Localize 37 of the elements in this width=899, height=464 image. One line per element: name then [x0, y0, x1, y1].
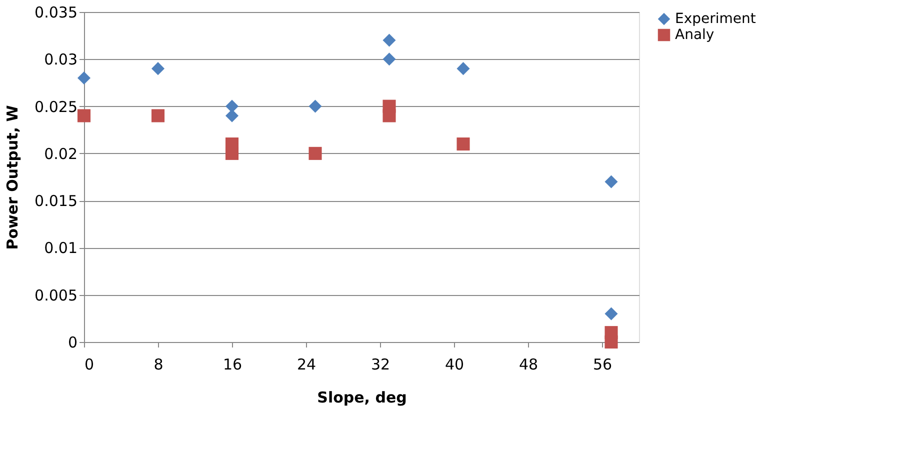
point: [382, 34, 396, 47]
point: [225, 109, 239, 122]
x-tick-label: 8: [154, 356, 164, 374]
x-tick-label: 0: [84, 356, 94, 374]
legend-label: Analy: [675, 27, 714, 43]
y-tick-label: 0.01: [44, 239, 78, 258]
point: [308, 146, 322, 160]
point: [456, 137, 470, 151]
point: [308, 100, 322, 113]
point: [382, 52, 396, 66]
y-tick-label: 0: [68, 334, 78, 352]
point: [225, 146, 239, 160]
point: [604, 175, 618, 188]
point: [151, 62, 165, 76]
x-tick-label: 24: [296, 356, 316, 374]
x-tick-label: 48: [518, 356, 538, 374]
point: [604, 307, 618, 320]
point: [151, 109, 165, 122]
y-tick-label: 0.035: [34, 4, 78, 22]
point: [77, 109, 91, 122]
y-tick-label: 0.02: [44, 144, 78, 163]
point: [77, 71, 91, 85]
point: [382, 109, 396, 122]
x-tick-label: 16: [222, 356, 242, 374]
x-axis-title: Slope, deg: [317, 388, 407, 406]
point: [456, 62, 470, 76]
y-tick-label: 0.005: [34, 286, 78, 304]
x-tick-label: 56: [592, 356, 612, 374]
y-tick-label: 0.015: [34, 192, 78, 210]
point: [604, 335, 618, 349]
y-axis-title: Power Output, W: [4, 104, 22, 250]
y-tick-label: 0.03: [44, 50, 78, 69]
y-tick-label: 0.025: [34, 98, 78, 116]
x-tick-label: 32: [370, 356, 390, 374]
point: [225, 100, 239, 113]
legend-label: Experiment: [675, 11, 756, 27]
x-tick-label: 40: [444, 356, 464, 374]
